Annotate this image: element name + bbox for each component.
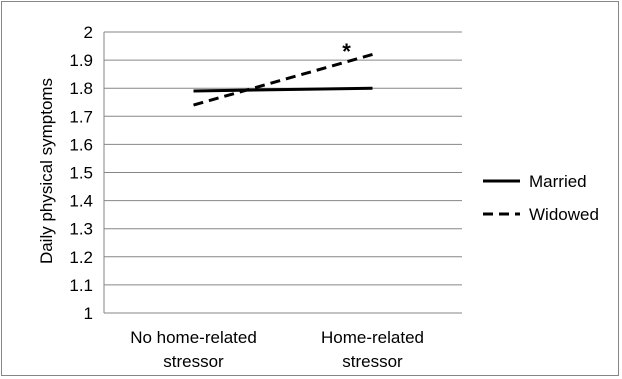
grid-lines: [104, 31, 462, 286]
y-tick-label: 1.5: [69, 164, 93, 183]
y-tick-label: 1.6: [69, 135, 93, 154]
y-tick-labels: 1 1.1 1.2 1.3 1.4 1.5 1.6 1.7 1.8 1.9 2: [69, 23, 93, 323]
legend: Married Widowed: [483, 172, 599, 224]
x-category-label: stressor: [163, 352, 224, 371]
y-tick-label: 1.4: [69, 192, 93, 211]
y-tick-label: 1: [84, 304, 93, 323]
y-tick-label: 2: [84, 23, 93, 42]
y-tick-label: 1.1: [69, 276, 93, 295]
y-tick-label: 1.9: [69, 51, 93, 70]
y-axis-label: Daily physical symptoms: [37, 78, 56, 264]
legend-label-widowed: Widowed: [529, 205, 599, 224]
y-tick-label: 1.3: [69, 220, 93, 239]
x-category-labels: No home-related stressor Home-related stres…: [130, 328, 424, 371]
y-tick-label: 1.7: [69, 107, 93, 126]
legend-label-married: Married: [529, 172, 587, 191]
x-category-label: No home-related: [130, 328, 257, 347]
x-category-label: Home-related: [321, 328, 424, 347]
series-lines: [193, 53, 373, 107]
series-line-married: [193, 86, 373, 93]
x-category-label: stressor: [342, 352, 403, 371]
annotations: *: [342, 39, 351, 64]
y-tick-label: 1.8: [69, 79, 93, 98]
significance-marker: *: [342, 39, 351, 64]
y-tick-label: 1.2: [69, 248, 93, 267]
